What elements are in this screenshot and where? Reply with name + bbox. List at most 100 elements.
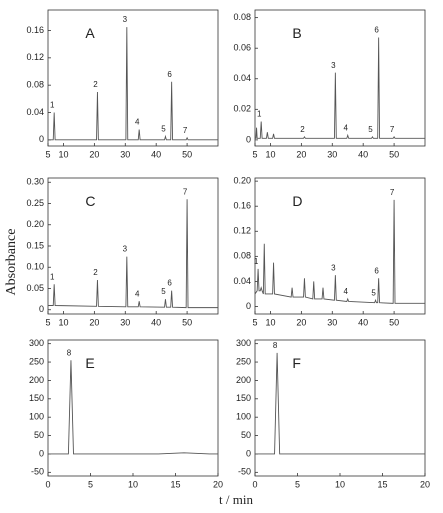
x-tick-label: 20 — [213, 479, 223, 489]
y-axis-label: Absorbance — [4, 229, 19, 296]
peak-label: 4 — [135, 289, 140, 298]
y-tick-label: 200 — [236, 375, 251, 385]
y-tick-label: 0 — [39, 134, 44, 144]
panel-label: D — [292, 193, 302, 209]
x-tick-label: 0 — [45, 479, 50, 489]
x-tick-label: 30 — [327, 317, 337, 327]
peak-label: 3 — [331, 263, 336, 272]
x-tick-label: 20 — [89, 317, 99, 327]
x-axis-label: t / min — [219, 492, 253, 507]
peak-label: 7 — [390, 188, 395, 197]
y-tick-label: 0.30 — [26, 177, 44, 187]
x-tick-label: 10 — [128, 479, 138, 489]
panel-label: E — [85, 355, 94, 371]
peak-label: 1 — [257, 110, 262, 119]
x-tick-label: 20 — [296, 317, 306, 327]
plot-frame — [254, 339, 426, 477]
y-tick-label: 0 — [39, 448, 44, 458]
y-tick-label: 0.20 — [233, 176, 251, 186]
y-tick-label: 0.06 — [233, 43, 251, 53]
x-tick-label: 40 — [151, 317, 161, 327]
y-tick-label: 50 — [34, 430, 44, 440]
peak-label: 5 — [161, 287, 166, 296]
y-tick-label: 250 — [29, 356, 44, 366]
y-tick-label: 100 — [236, 412, 251, 422]
y-tick-label: 0.08 — [26, 80, 44, 90]
peak-label: 7 — [183, 126, 188, 135]
x-tick-label: 15 — [377, 479, 387, 489]
x-tick-label: 10 — [58, 149, 68, 159]
y-tick-label: 300 — [29, 338, 44, 348]
y-tick-label: 300 — [236, 338, 251, 348]
x-tick-label: 10 — [335, 479, 345, 489]
peak-label: 5 — [161, 125, 166, 134]
y-tick-label: 0.08 — [233, 12, 251, 22]
peak-label: 4 — [135, 118, 140, 127]
chromatogram-line — [254, 199, 425, 304]
peak-label: 3 — [331, 61, 336, 70]
y-tick-label: 0.05 — [26, 283, 44, 293]
peak-label: 8 — [67, 348, 72, 357]
chromatogram-line — [255, 352, 425, 455]
y-tick-label: -50 — [31, 467, 44, 477]
y-tick-label: 250 — [236, 356, 251, 366]
y-tick-label: 0.04 — [233, 276, 251, 286]
peak-label: 3 — [123, 15, 128, 24]
y-tick-label: 0.16 — [26, 25, 44, 35]
x-tick-label: 20 — [296, 149, 306, 159]
chromatogram-line — [48, 360, 218, 455]
x-tick-label: 40 — [151, 149, 161, 159]
x-tick-label: 15 — [170, 479, 180, 489]
y-tick-label: 200 — [29, 375, 44, 385]
y-tick-label: 0.04 — [233, 73, 251, 83]
x-tick-label: 10 — [58, 317, 68, 327]
peak-label: 6 — [374, 26, 379, 35]
x-tick-label: 5 — [88, 479, 93, 489]
y-tick-label: 0.10 — [26, 262, 44, 272]
x-tick-label: 50 — [389, 317, 399, 327]
x-tick-label: 40 — [358, 317, 368, 327]
plot-frame — [254, 9, 426, 147]
y-tick-label: 150 — [236, 393, 251, 403]
x-tick-label: 50 — [182, 149, 192, 159]
x-tick-label: 30 — [327, 149, 337, 159]
x-tick-label: 5 — [45, 149, 50, 159]
panel-label: F — [292, 355, 301, 371]
plot-frame — [47, 9, 219, 147]
panel-label: B — [292, 25, 301, 41]
y-tick-label: 0.04 — [26, 107, 44, 117]
x-tick-label: 20 — [420, 479, 430, 489]
y-tick-label: 150 — [29, 393, 44, 403]
chromatogram-line — [48, 27, 218, 141]
x-tick-label: 20 — [89, 149, 99, 159]
chromatogram-line — [48, 199, 218, 309]
y-tick-label: 0.12 — [26, 52, 44, 62]
x-tick-label: 40 — [358, 149, 368, 159]
peak-label: 4 — [344, 287, 349, 296]
peak-label: 7 — [183, 187, 188, 196]
peak-label: 6 — [374, 266, 379, 275]
peak-label: 3 — [123, 245, 128, 254]
x-tick-label: 50 — [182, 317, 192, 327]
panel-label: A — [85, 25, 95, 41]
x-tick-label: 5 — [252, 317, 257, 327]
y-tick-label: 100 — [29, 412, 44, 422]
peak-label: 2 — [93, 80, 98, 89]
peak-label: 1 — [254, 257, 259, 266]
peak-label: 5 — [368, 125, 373, 134]
y-tick-label: 0 — [246, 134, 251, 144]
peak-label: 5 — [371, 288, 376, 297]
x-tick-label: 0 — [252, 479, 257, 489]
x-tick-label: 5 — [252, 149, 257, 159]
peak-label: 4 — [344, 123, 349, 132]
y-tick-label: 0.02 — [233, 104, 251, 114]
peak-label: 2 — [93, 268, 98, 277]
x-tick-label: 30 — [120, 149, 130, 159]
x-tick-label: 10 — [265, 317, 275, 327]
y-tick-label: 0.25 — [26, 198, 44, 208]
peak-label: 1 — [50, 101, 55, 110]
panel-label: C — [85, 193, 95, 209]
x-tick-label: 5 — [295, 479, 300, 489]
x-tick-label: 30 — [120, 317, 130, 327]
